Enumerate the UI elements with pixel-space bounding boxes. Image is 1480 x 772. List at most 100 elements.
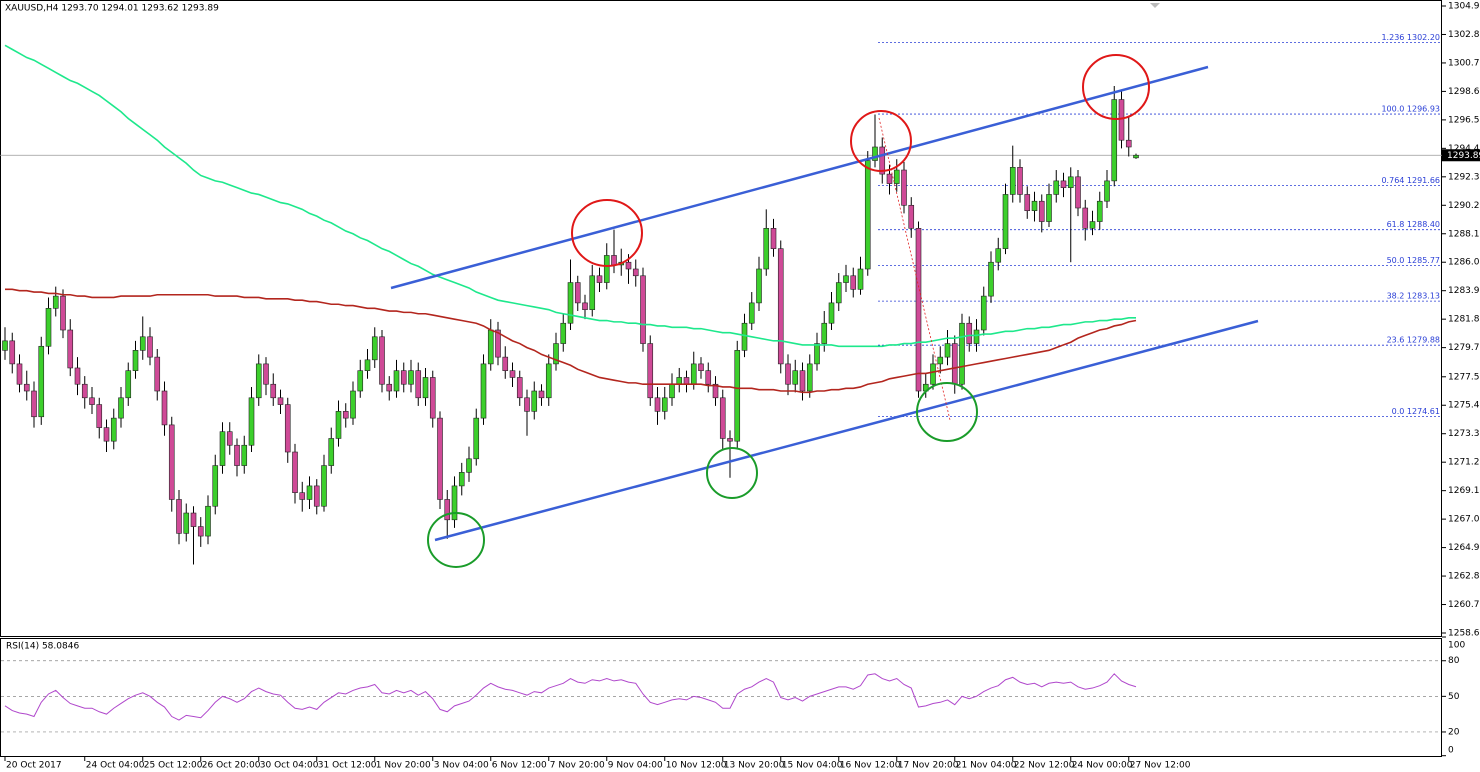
candle-body [415, 370, 422, 399]
candle-body [226, 431, 233, 446]
y-tick-label: 1296.50 [1448, 115, 1480, 125]
resistance-circle [1082, 54, 1150, 120]
candle-body [538, 390, 545, 399]
y-tick-label: 1298.60 [1448, 87, 1480, 97]
candle-body [357, 370, 364, 392]
candle-body [966, 322, 973, 344]
y-tick-label: 1286.00 [1448, 258, 1480, 268]
candle-body [219, 431, 226, 466]
moving-average [4, 44, 1136, 348]
candle-body [1060, 180, 1067, 188]
fib-label: 1.236 1302.20 [1381, 33, 1440, 42]
y-tick-label: 1290.20 [1448, 201, 1480, 211]
candle-body [821, 322, 828, 344]
x-tick-label: 9 Nov 04:00 [608, 761, 663, 771]
candle-body [277, 397, 284, 405]
candle-body [176, 499, 182, 534]
candle-body [625, 261, 632, 270]
candle-body [567, 282, 574, 324]
candle-body [516, 377, 523, 399]
candle-body [379, 336, 385, 385]
x-tick-label: 24 Nov 00:00 [1072, 761, 1133, 771]
candle-body [9, 340, 16, 365]
moving-average [5, 288, 1137, 394]
candle-body [770, 228, 777, 249]
candle-body [444, 499, 451, 521]
candle-body [930, 363, 936, 385]
y-tick-label: 1300.70 [1448, 58, 1480, 68]
candle-body [31, 390, 37, 418]
candle-body [60, 295, 66, 331]
candle-body [777, 248, 784, 365]
chart-title: XAUUSD,H4 1293.70 1294.01 1293.62 1293.8… [5, 4, 219, 14]
candle-body [937, 356, 944, 365]
last-price-tag [1442, 149, 1480, 162]
candle-body [792, 370, 799, 385]
candle-body [466, 458, 472, 473]
candle-body [531, 390, 538, 412]
rsi-tick-label: 100 [1448, 641, 1465, 651]
candle-body [748, 302, 755, 324]
candle-body [495, 329, 501, 358]
candle-body [951, 343, 958, 385]
candle-body [980, 295, 987, 331]
candle-body [103, 427, 110, 442]
candle-body [132, 350, 139, 371]
x-tick-label: 10 Nov 12:00 [666, 761, 727, 771]
candle-body [654, 397, 661, 412]
lower-trend-line [434, 319, 1259, 542]
candle-body [828, 302, 835, 324]
candle-body [640, 275, 646, 344]
candle-body [161, 390, 168, 426]
plot-layer [2, 44, 1139, 721]
candle-body [1024, 194, 1031, 212]
y-tick-label: 1269.15 [1448, 486, 1480, 496]
candle-body [197, 526, 204, 537]
fib-label: 61.8 1288.40 [1387, 220, 1440, 229]
candle-body [241, 444, 248, 466]
rsi-tick-label: 80 [1448, 656, 1460, 666]
upper-trend-line [390, 65, 1209, 290]
y-tick-label: 1264.95 [1448, 543, 1480, 553]
candle-body [879, 146, 886, 175]
x-tick-label: 25 Oct 12:00 [144, 761, 203, 771]
annotations [390, 54, 1259, 568]
candle-body [487, 329, 494, 365]
support-circle [427, 512, 485, 568]
y-tick-label: 1304.90 [1448, 2, 1480, 12]
x-tick-label: 22 Nov 12:00 [1014, 761, 1075, 771]
candle-body [118, 397, 124, 419]
y-tick-label: 1279.70 [1448, 343, 1480, 353]
candle-body [139, 336, 146, 351]
fib-label: 100.0 1296.93 [1381, 105, 1440, 114]
rsi-tick-label: 50 [1448, 692, 1460, 702]
candle-body [603, 255, 610, 283]
candle-body [835, 282, 842, 304]
candle-body [234, 444, 240, 466]
candle-body [785, 363, 791, 385]
rsi-title: RSI(14) 58.0846 [6, 642, 79, 652]
candle-body [719, 397, 726, 439]
candle-body [458, 472, 465, 487]
candle-body [574, 282, 581, 304]
candle-body [480, 363, 487, 419]
candle-body [886, 173, 893, 184]
candle-body [1009, 167, 1016, 195]
candle-body [400, 370, 407, 385]
candle-body [125, 370, 132, 399]
candle-body [524, 397, 530, 412]
candle-body [632, 268, 639, 277]
y-tick-label: 1281.80 [1448, 315, 1480, 325]
candle-body [23, 383, 30, 392]
candle-body [270, 383, 277, 399]
candle-body [843, 275, 849, 283]
candle-body [110, 417, 117, 442]
candle-body [1067, 176, 1074, 188]
candle-body [690, 363, 697, 385]
candle-body [422, 377, 429, 399]
y-tick-label: 1277.55 [1448, 372, 1480, 382]
scroll-marker [1150, 3, 1160, 8]
candle-body [168, 424, 175, 500]
candle-body [96, 404, 103, 428]
candle-body [386, 383, 393, 392]
